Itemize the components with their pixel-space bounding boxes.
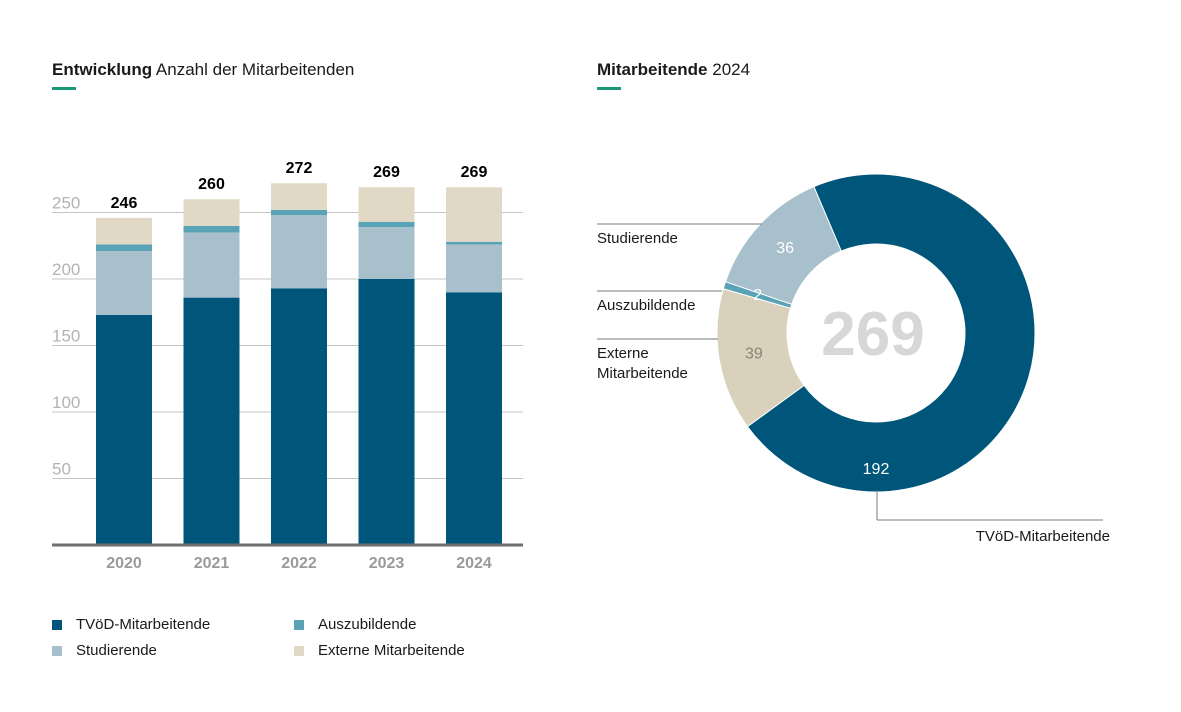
x-tick-label: 2023	[369, 555, 405, 572]
x-tick-label: 2024	[456, 555, 492, 572]
bar-chart-title-underline	[52, 87, 76, 90]
donut-slice	[746, 173, 1036, 493]
bar-chart-title-bold: Entwicklung	[52, 60, 153, 79]
donut-chart-title: Mitarbeitende 2024	[597, 60, 750, 80]
x-tick-label: 2020	[106, 555, 142, 572]
bar-segment	[183, 232, 240, 298]
bar-segment	[96, 217, 152, 245]
bar-segment	[271, 183, 327, 210]
bar-total-label: 246	[111, 195, 138, 212]
legend-swatch-tvoed	[52, 619, 62, 630]
y-tick-label: 150	[52, 327, 80, 346]
bar-segment	[358, 187, 415, 222]
bar-total-label: 269	[461, 164, 488, 181]
legend-swatch-studierende	[52, 645, 62, 656]
bar-segment	[446, 244, 502, 293]
callout-label: TVöD-Mitarbeitende	[976, 528, 1110, 545]
bar-segment	[446, 241, 502, 245]
bar-segment	[96, 244, 152, 252]
bar-segment	[183, 225, 240, 233]
chart-legend: TVöD-Mitarbeitende Auszubildende Studier…	[52, 616, 552, 676]
bar-total-label: 260	[198, 176, 225, 193]
legend-item-auszubildende: Auszubildende	[294, 616, 416, 633]
donut-value-label: 192	[863, 461, 890, 478]
bar-segment	[271, 288, 327, 545]
bar-chart-title: Entwicklung Anzahl der Mitarbeitenden	[52, 60, 354, 80]
legend-item-tvoed: TVöD-Mitarbeitende	[52, 616, 210, 633]
legend-swatch-externe	[294, 645, 304, 656]
bar-total-label: 272	[286, 160, 313, 177]
bar-chart-title-rest: Anzahl der Mitarbeitenden	[155, 60, 355, 79]
callout-label: Externe	[597, 345, 649, 362]
legend-item-externe: Externe Mitarbeitende	[294, 642, 465, 659]
donut-value-label: 36	[776, 240, 794, 257]
callout-label: Studierende	[597, 230, 678, 247]
x-tick-label: 2022	[281, 555, 317, 572]
y-tick-label: 250	[52, 194, 80, 213]
donut-value-label: 2	[753, 287, 762, 304]
legend-label-tvoed: TVöD-Mitarbeitende	[76, 616, 211, 633]
donut-value-label: 39	[745, 346, 763, 363]
legend-item-studierende: Studierende	[52, 642, 157, 659]
legend-label-externe: Externe Mitarbeitende	[318, 642, 465, 659]
bar-segment	[358, 227, 415, 279]
bar-segment	[271, 209, 327, 216]
y-tick-label: 100	[52, 393, 80, 412]
bar-segment	[358, 279, 415, 545]
bar-segment	[446, 187, 502, 242]
y-tick-label: 50	[52, 460, 71, 479]
legend-swatch-auszubildende	[294, 619, 304, 630]
bar-segment	[358, 221, 415, 228]
legend-label-studierende: Studierende	[76, 642, 157, 659]
donut-slice	[724, 185, 842, 305]
y-tick-label: 200	[52, 260, 80, 279]
bar-total-label: 269	[373, 164, 400, 181]
donut-chart-title-rest: 2024	[712, 60, 751, 79]
donut-chart-title-underline	[597, 87, 621, 90]
bar-segment	[183, 297, 240, 545]
stacked-bar-chart: 50 100 150 200 250 246 2020 260 2021 272 2022 269 20…	[52, 160, 523, 572]
bar-segment	[183, 199, 240, 226]
donut-chart: 192 36 2 39 269 Studierende Auszubildende Exter…	[597, 173, 1110, 545]
bar-segment	[96, 314, 152, 545]
x-tick-label: 2021	[194, 555, 230, 572]
legend-label-auszubildende: Auszubildende	[318, 616, 417, 633]
bar-segment	[271, 215, 327, 289]
bar-segment	[96, 251, 152, 315]
callout-label: Auszubildende	[597, 297, 695, 314]
donut-chart-title-bold: Mitarbeitende	[597, 60, 708, 79]
donut-center-total: 269	[821, 300, 924, 369]
callout-label: Mitarbeitende	[597, 365, 688, 382]
bar-segment	[446, 292, 502, 545]
